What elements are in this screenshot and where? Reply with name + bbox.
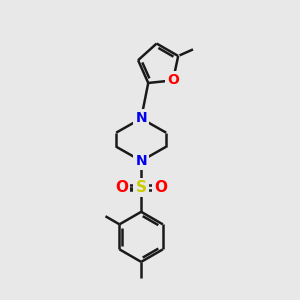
Text: N: N <box>135 154 147 168</box>
Text: S: S <box>136 180 147 195</box>
Text: O: O <box>154 180 167 195</box>
Text: O: O <box>115 180 128 195</box>
Text: O: O <box>167 74 179 87</box>
Text: N: N <box>135 112 147 125</box>
